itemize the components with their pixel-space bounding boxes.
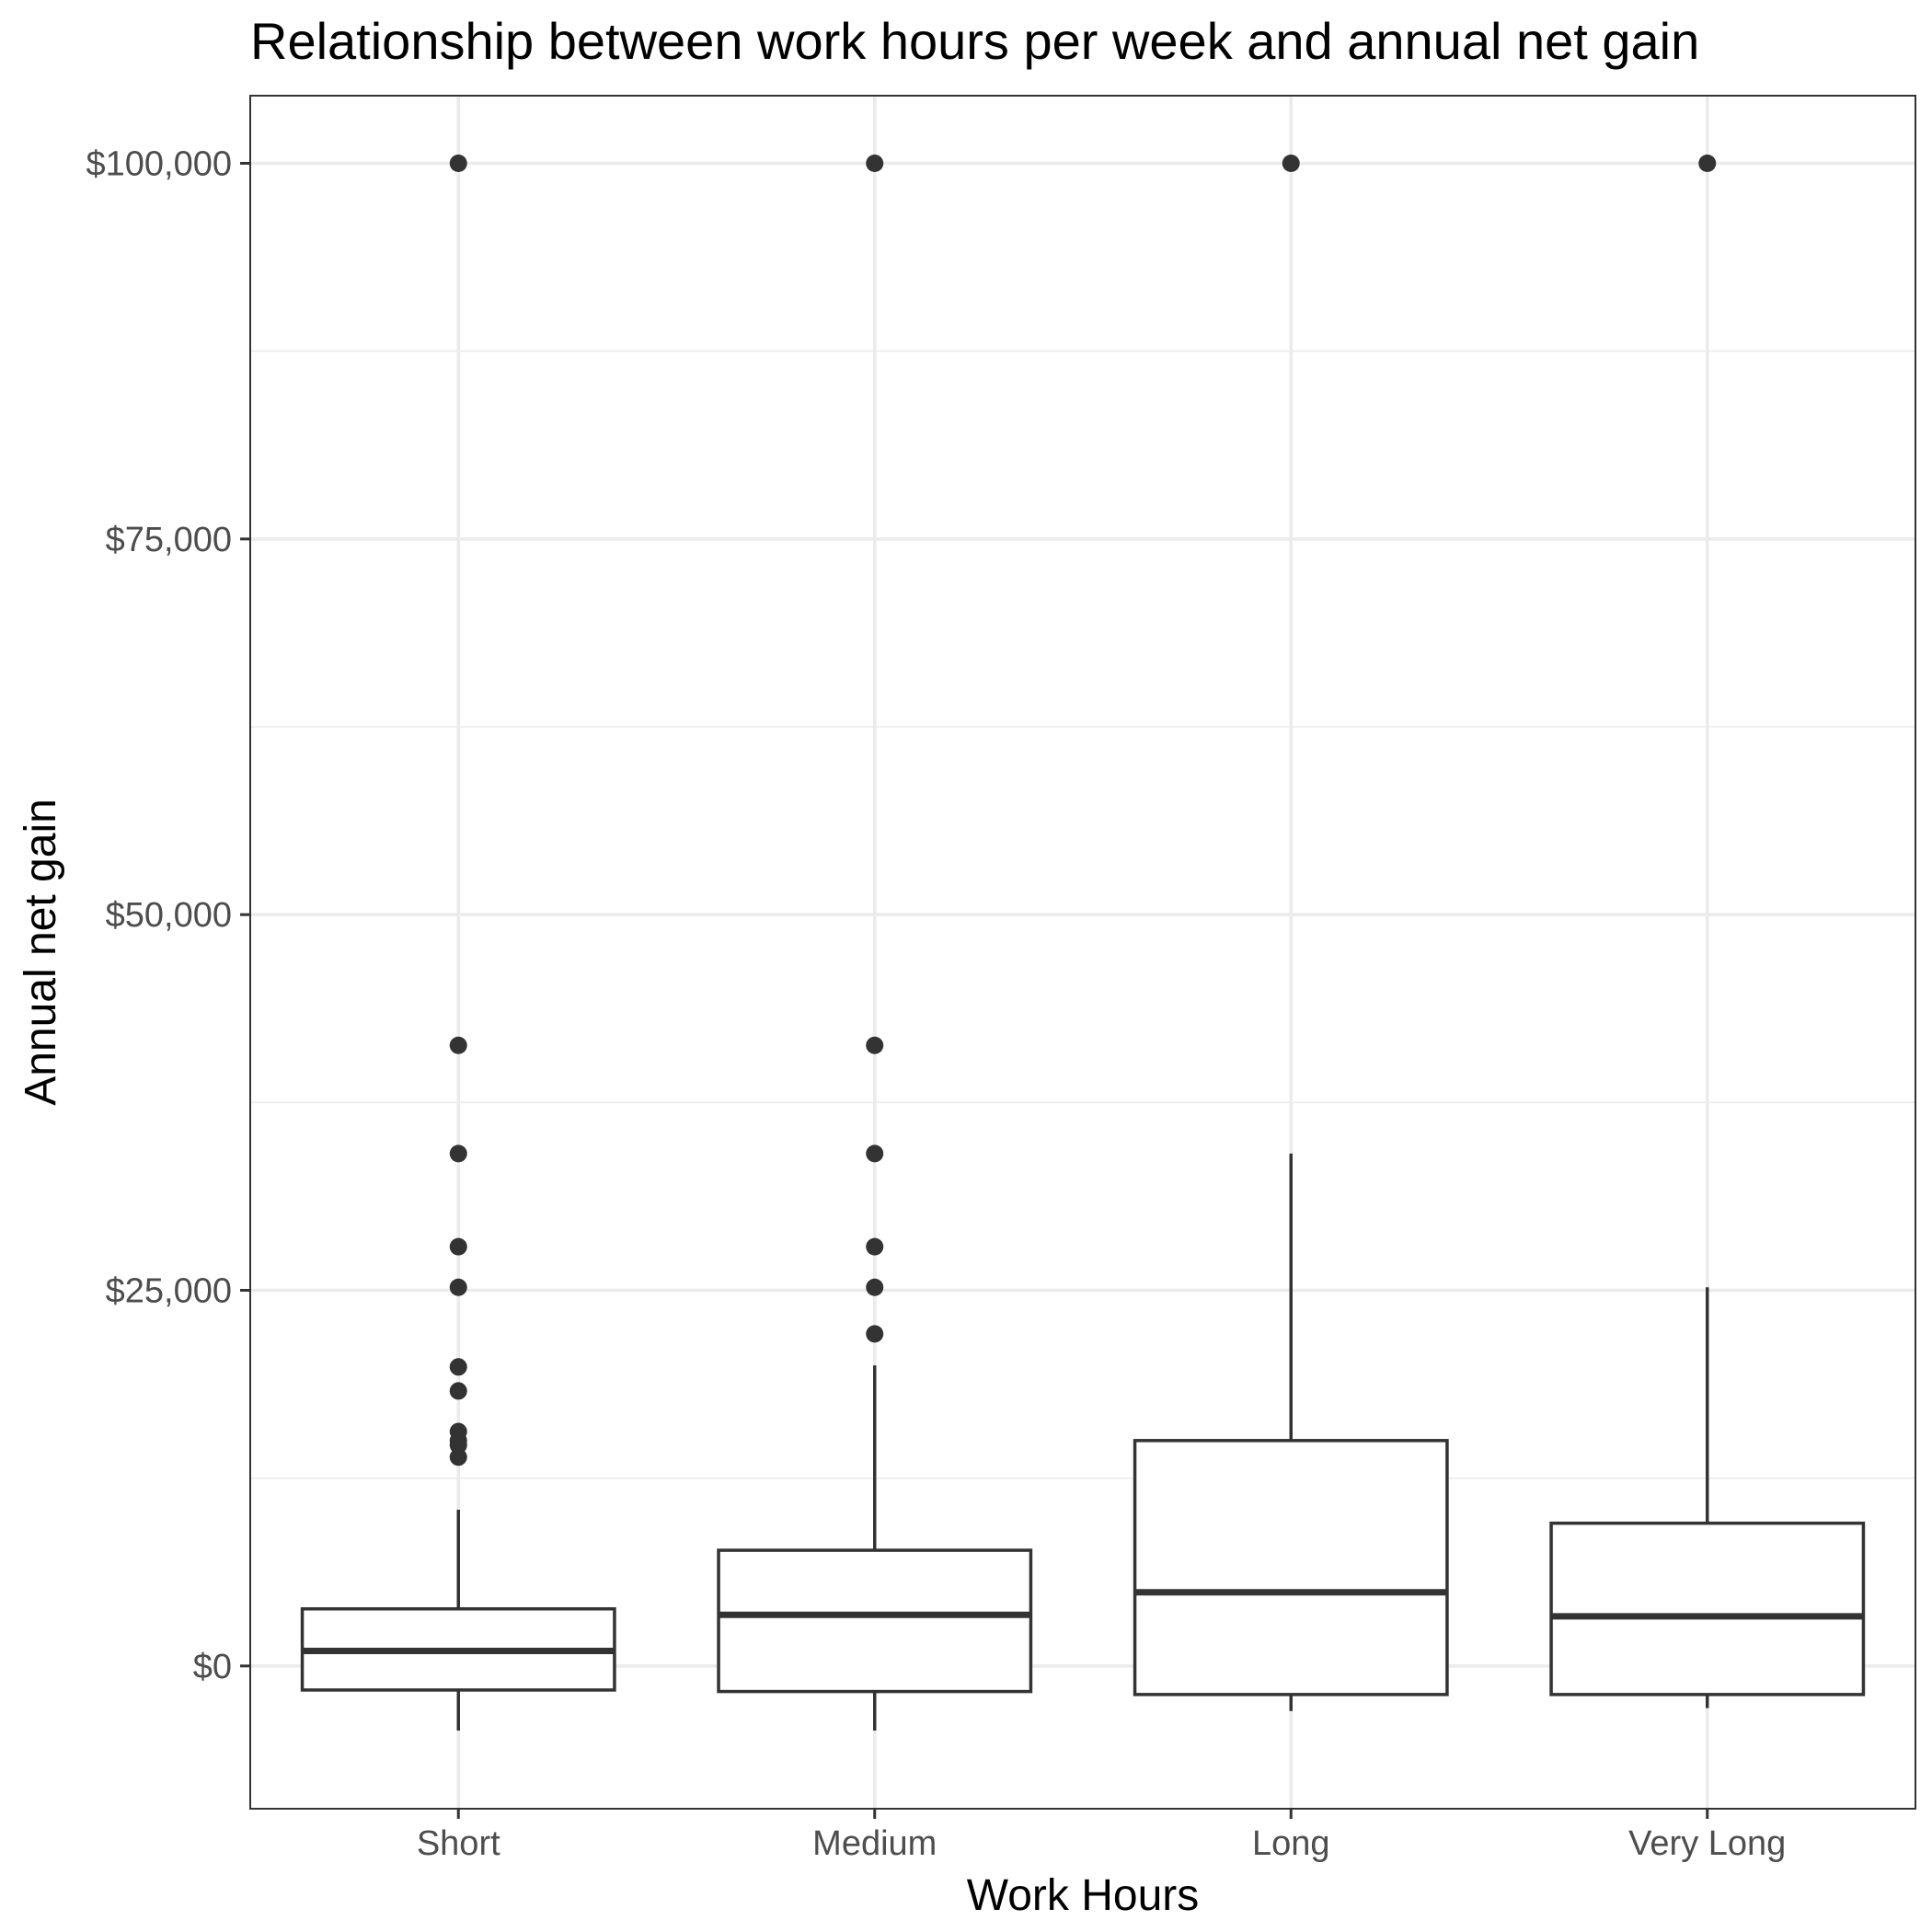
y-tick-label: $100,000: [86, 145, 233, 184]
box-group: [717, 155, 1033, 1731]
outlier-point: [866, 1278, 884, 1296]
axes: $0 $25,000 $50,000 $75,000 $100,000 Short Medi…: [86, 145, 1787, 1864]
box: [717, 1548, 1033, 1694]
outlier-point: [449, 1382, 467, 1400]
boxplot-series: [300, 155, 1866, 1731]
box-group: [1549, 155, 1866, 1708]
outlier-point: [449, 1036, 467, 1054]
chart-title: Relationship between work hours per week…: [250, 12, 1699, 70]
y-tick-label: $75,000: [106, 521, 232, 559]
box-group: [1133, 155, 1449, 1711]
outlier-point: [449, 1278, 467, 1296]
outlier-point: [1282, 155, 1300, 172]
outlier-point: [449, 1422, 467, 1441]
plot-panel-border: [249, 95, 1916, 1810]
outlier-point: [449, 1358, 467, 1376]
y-axis-title: Annual net gain: [17, 799, 65, 1106]
x-tick-label: Medium: [812, 1824, 937, 1863]
outlier-point: [449, 1448, 467, 1466]
x-axis-title: Work Hours: [967, 1871, 1200, 1920]
x-tick-label: Short: [417, 1824, 500, 1863]
outlier-point: [449, 1237, 467, 1256]
x-tick-label: Long: [1252, 1824, 1330, 1863]
y-tick-label: $50,000: [106, 896, 232, 935]
outlier-point: [1698, 155, 1717, 172]
y-tick-label: $0: [193, 1648, 232, 1686]
outlier-point: [866, 1144, 884, 1163]
outlier-point: [449, 1144, 467, 1163]
y-tick-label: $25,000: [106, 1272, 232, 1311]
outlier-point: [866, 1237, 884, 1256]
outlier-point: [449, 155, 467, 172]
outlier-point: [866, 1036, 884, 1054]
box-group: [300, 155, 616, 1731]
box: [1133, 1439, 1449, 1696]
outlier-point: [866, 1325, 884, 1343]
box: [1549, 1521, 1866, 1696]
x-tick-label: Very Long: [1628, 1824, 1786, 1863]
outlier-point: [866, 155, 884, 172]
